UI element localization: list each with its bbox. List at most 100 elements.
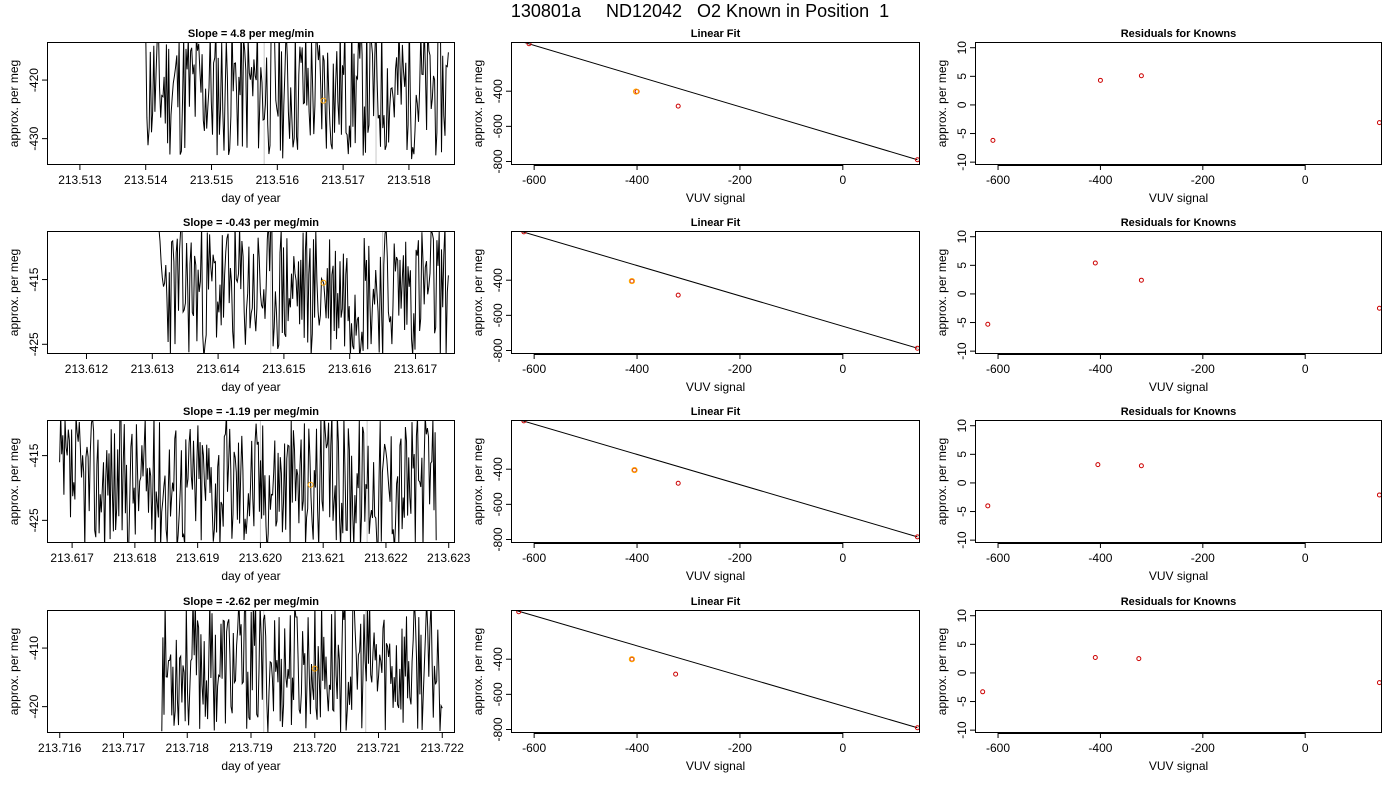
subplot-0-3: Slope = -2.62 per meg/min 213.716 213.717 2… [7, 596, 464, 773]
x-tick-label: -400 [625, 741, 649, 755]
x-tick-label: -400 [1088, 741, 1112, 755]
data-point [985, 321, 991, 327]
x-tick-label: -400 [625, 173, 649, 187]
x-tick-label: -600 [986, 551, 1010, 565]
y-tick-label: -600 [491, 114, 505, 138]
y-tick-label: 5 [955, 641, 969, 648]
y-tick-label: -5 [955, 128, 969, 139]
known-point [628, 656, 635, 663]
y-tick-label: 0 [955, 290, 969, 297]
x-tick-label: 213.617 [394, 362, 438, 376]
x-tick-label: -200 [728, 741, 752, 755]
y-tick-label: -5 [955, 506, 969, 517]
subplot-title: Linear Fit [691, 596, 741, 608]
x-axis-label: VUV signal [686, 380, 745, 394]
y-tick-label: -415 [27, 267, 41, 291]
x-tick-label: -600 [522, 362, 546, 376]
data-point [1092, 260, 1098, 266]
mean-point [307, 481, 314, 488]
y-tick-label: -600 [491, 492, 505, 516]
x-axis-label: VUV signal [1149, 380, 1208, 394]
data-point [675, 480, 681, 486]
data-point [1138, 463, 1144, 469]
y-tick-label: -420 [27, 694, 41, 718]
x-axis-label: VUV signal [1149, 569, 1208, 583]
x-tick-label: 213.514 [124, 173, 168, 187]
subplot-1-3: Linear Fit -600 -400 -200 0 VUV signal -400 -60… [471, 596, 920, 773]
x-tick-label: 213.617 [50, 551, 94, 565]
x-tick-label: -400 [625, 551, 649, 565]
subplot-title: Residuals for Knowns [1121, 217, 1237, 229]
y-tick-label: -5 [955, 317, 969, 328]
y-axis-label: approx. per meg [7, 628, 21, 715]
data-point [1376, 120, 1382, 126]
y-tick-label: -10 [955, 721, 969, 739]
y-tick-label: -415 [27, 443, 41, 467]
x-tick-label: 213.719 [229, 741, 273, 755]
y-tick-label: 10 [955, 419, 969, 433]
plot-frame [975, 610, 1382, 733]
subplot-1-2: Linear Fit -600 -400 -200 0 VUV signal -400 -60… [471, 406, 920, 583]
x-tick-label: 213.622 [364, 551, 408, 565]
subplot-title: Residuals for Knowns [1121, 596, 1237, 608]
x-tick-label: 0 [1302, 741, 1309, 755]
fit-line [518, 420, 918, 538]
x-tick-label: -400 [1088, 173, 1112, 187]
y-tick-label: -10 [955, 531, 969, 549]
plot-frame [975, 42, 1382, 165]
x-tick-label: 213.513 [58, 173, 102, 187]
subplot-2-1: Residuals for Knowns -600 -400 -200 0 VUV sig… [935, 217, 1382, 394]
x-tick-label: 0 [1302, 551, 1309, 565]
y-tick-label: 10 [955, 609, 969, 623]
y-axis-label: approx. per meg [935, 438, 949, 525]
subplot-2-3: Residuals for Knowns -600 -400 -200 0 VUV sig… [935, 596, 1382, 773]
x-tick-label: 213.517 [321, 173, 365, 187]
plot-frame [975, 420, 1382, 543]
x-tick-label: 0 [1302, 362, 1309, 376]
x-tick-label: -400 [1088, 362, 1112, 376]
x-tick-label: -200 [1191, 362, 1215, 376]
plot-area [161, 610, 443, 733]
x-tick-label: 213.518 [387, 173, 431, 187]
y-axis-label: approx. per meg [471, 438, 485, 525]
y-tick-label: -800 [491, 149, 505, 173]
data-point [673, 671, 679, 677]
y-tick-label: 0 [955, 669, 969, 676]
plot-frame [511, 231, 920, 354]
x-tick-label: 213.716 [38, 741, 82, 755]
x-tick-label: 213.618 [113, 551, 157, 565]
x-tick-label: -600 [522, 741, 546, 755]
subplot-title: Slope = -1.19 per meg/min [183, 406, 319, 418]
y-tick-label: -800 [491, 527, 505, 551]
data-point [1138, 277, 1144, 283]
plot-area [521, 42, 920, 163]
y-tick-label: -430 [27, 126, 41, 150]
x-tick-label: -600 [522, 173, 546, 187]
data-point [990, 137, 996, 143]
x-tick-label: -200 [1191, 173, 1215, 187]
y-tick-label: -5 [955, 696, 969, 707]
fit-line [516, 610, 918, 729]
plot-area [990, 73, 1382, 143]
data-point [1095, 462, 1101, 468]
x-tick-label: 213.612 [65, 362, 109, 376]
x-tick-label: 213.616 [328, 362, 372, 376]
y-tick-label: -425 [27, 508, 41, 532]
x-tick-label: -200 [1191, 741, 1215, 755]
y-tick-label: 5 [955, 451, 969, 458]
y-tick-label: 0 [955, 101, 969, 108]
y-tick-label: 5 [955, 262, 969, 269]
x-tick-label: 0 [839, 741, 846, 755]
y-tick-label: 0 [955, 479, 969, 486]
plot-frame [47, 610, 455, 733]
x-tick-label: 213.720 [293, 741, 337, 755]
data-point [1138, 73, 1144, 79]
data-point [675, 103, 681, 109]
data-point [1136, 656, 1142, 662]
x-axis-label: VUV signal [686, 191, 745, 205]
data-point [980, 689, 986, 695]
subplot-title: Slope = 4.8 per meg/min [188, 28, 315, 40]
subplot-title: Residuals for Knowns [1121, 28, 1237, 40]
data-point [675, 292, 681, 298]
